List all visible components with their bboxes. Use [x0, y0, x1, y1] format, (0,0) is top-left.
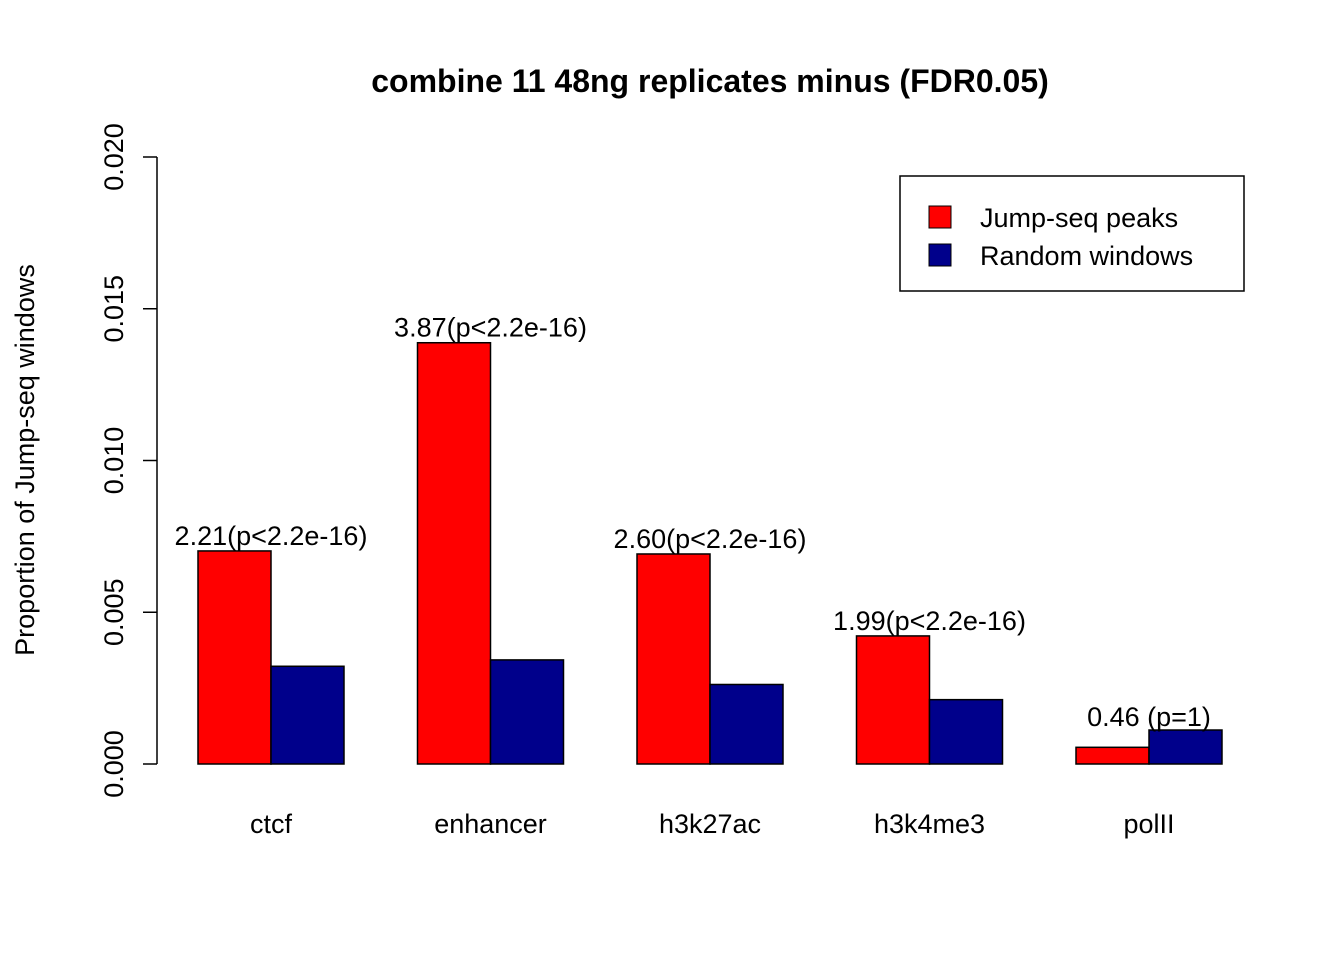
bar-value-label: 2.21(p<2.2e-16): [175, 521, 368, 551]
legend-swatch-jump-seq-peaks: [928, 205, 952, 229]
bar-value-label: 3.87(p<2.2e-16): [394, 313, 587, 343]
x-category-label: polII: [1123, 809, 1174, 839]
bar-jump-seq-peaks: [197, 550, 272, 765]
bars-group: [197, 341, 1223, 765]
legend-swatch-random-windows: [928, 243, 952, 267]
bar-value-label: 2.60(p<2.2e-16): [614, 524, 807, 554]
x-category-label: ctcf: [250, 809, 293, 839]
x-category-label: enhancer: [434, 809, 547, 839]
legend-box: [899, 175, 1245, 292]
bar-random-windows: [1148, 729, 1223, 765]
legend-label-random-windows: Random windows: [980, 241, 1193, 271]
bar-random-windows: [709, 683, 784, 765]
bar-value-label: 1.99(p<2.2e-16): [833, 606, 1026, 636]
bar-jump-seq-peaks: [1075, 746, 1150, 765]
category-labels-group: ctcf enhancer h3k27ac h3k4me3 polII: [250, 809, 1175, 839]
bar-random-windows: [270, 665, 345, 765]
y-tick-label: 0.000: [99, 730, 129, 798]
x-category-label: h3k4me3: [874, 809, 985, 839]
y-axis-label: Proportion of Jump-seq windows: [10, 264, 40, 656]
bar-jump-seq-peaks: [636, 553, 711, 765]
y-tick-label: 0.015: [99, 275, 129, 343]
legend: Jump-seq peaks Random windows: [899, 175, 1245, 292]
y-tick-label: 0.005: [99, 578, 129, 646]
bar-value-label: 0.46 (p=1): [1087, 702, 1211, 732]
chart-title: combine 11 48ng replicates minus (FDR0.0…: [371, 63, 1049, 99]
bar-random-windows: [489, 659, 565, 765]
y-tick-label: 0.010: [99, 427, 129, 495]
bar-random-windows: [928, 698, 1004, 765]
y-axis: 0.000 0.005 0.010 0.015 0.020: [99, 123, 158, 798]
legend-label-jump-seq-peaks: Jump-seq peaks: [980, 203, 1178, 233]
bar-jump-seq-peaks: [855, 635, 931, 765]
bar-jump-seq-peaks: [416, 341, 492, 765]
x-category-label: h3k27ac: [659, 809, 761, 839]
y-tick-label: 0.020: [99, 123, 129, 191]
bar-labels-group: 2.21(p<2.2e-16) 3.87(p<2.2e-16) 2.60(p<2.2…: [175, 313, 1211, 732]
